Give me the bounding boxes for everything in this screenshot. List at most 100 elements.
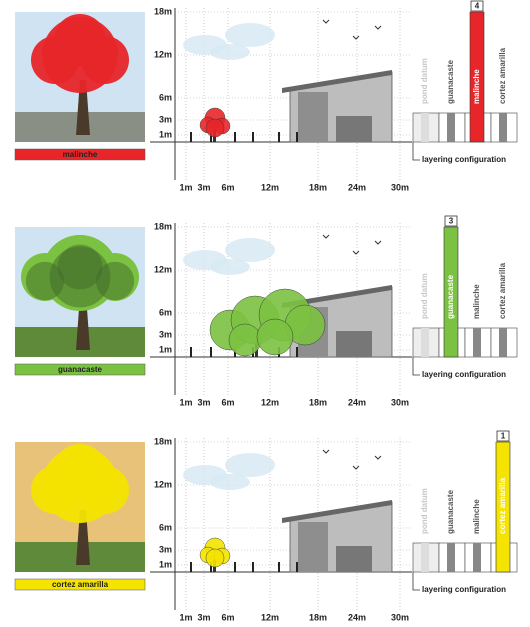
- x-label: 12m: [261, 397, 279, 407]
- layer-name: cortez amarilla: [498, 262, 507, 319]
- y-label: 12m: [154, 264, 172, 274]
- photo: [15, 442, 145, 572]
- diagram-canopy: [257, 319, 293, 355]
- person: [278, 132, 280, 142]
- person: [234, 562, 236, 572]
- layer-name: pond datum: [420, 58, 429, 104]
- building-wall: [298, 522, 328, 572]
- bird: [375, 241, 381, 244]
- y-label: 3m: [159, 544, 172, 554]
- x-label: 18m: [309, 182, 327, 192]
- y-label: 3m: [159, 114, 172, 124]
- layer-stripe: [499, 328, 507, 357]
- layer-stripe: [421, 328, 429, 357]
- y-label: 18m: [154, 6, 172, 16]
- x-label: 1m: [179, 182, 192, 192]
- x-label: 30m: [391, 612, 409, 622]
- x-label: 6m: [221, 182, 234, 192]
- x-label: 12m: [261, 182, 279, 192]
- photo: [15, 12, 145, 142]
- layer-name: pond datum: [420, 488, 429, 534]
- bird: [353, 466, 359, 469]
- layer-stripe: [447, 543, 455, 572]
- layer-stripe: [421, 543, 429, 572]
- y-label: 3m: [159, 329, 172, 339]
- layer-name: cortez amarilla: [498, 47, 507, 104]
- cloud: [225, 453, 275, 477]
- x-label: 30m: [391, 397, 409, 407]
- y-label: 6m: [159, 92, 172, 102]
- layer-badge-label: 3: [449, 217, 454, 226]
- person: [278, 562, 280, 572]
- person: [252, 562, 254, 572]
- diagram-tree: [200, 538, 230, 572]
- photo-canopy: [54, 14, 106, 66]
- layer-stripe: [447, 113, 455, 142]
- cloud: [225, 238, 275, 262]
- cloud: [210, 259, 250, 275]
- x-label: 1m: [179, 612, 192, 622]
- x-label: 18m: [309, 612, 327, 622]
- layer-name: guanacaste: [446, 489, 455, 534]
- person: [234, 132, 236, 142]
- person: [210, 347, 212, 357]
- layer-stripe: [421, 113, 429, 142]
- x-label: 24m: [348, 612, 366, 622]
- x-label: 3m: [197, 612, 210, 622]
- person: [190, 562, 192, 572]
- person: [296, 562, 298, 572]
- y-label: 1m: [159, 129, 172, 139]
- y-label: 1m: [159, 559, 172, 569]
- diagram-canopy: [206, 549, 224, 567]
- x-label: 24m: [348, 397, 366, 407]
- bird: [353, 251, 359, 254]
- bird: [323, 450, 329, 453]
- x-label: 30m: [391, 182, 409, 192]
- bird: [323, 235, 329, 238]
- layer-name: malinche: [472, 284, 481, 319]
- layering-title: layering configuration: [422, 585, 506, 594]
- layer-badge-label: 4: [475, 2, 480, 11]
- layer-name: guanacaste: [446, 59, 455, 104]
- y-label: 1m: [159, 344, 172, 354]
- bird: [375, 456, 381, 459]
- y-label: 12m: [154, 49, 172, 59]
- diagram-canopy: [229, 324, 261, 356]
- y-label: 6m: [159, 307, 172, 317]
- cloud: [210, 474, 250, 490]
- panel: malinche 18m 12m 6m 3m 1m 1m 3m 6m 12m 18m 24m 30m po…: [15, 1, 517, 192]
- layer-stripe: [499, 113, 507, 142]
- diagram-canopy: [206, 119, 224, 137]
- diagram-tree: [200, 108, 230, 142]
- building-door: [336, 331, 372, 357]
- species-label: malinche: [63, 150, 98, 159]
- y-label: 12m: [154, 479, 172, 489]
- page: malinche 18m 12m 6m 3m 1m 1m 3m 6m 12m 18m 24m 30m po…: [0, 0, 530, 627]
- x-label: 3m: [197, 397, 210, 407]
- person: [296, 347, 298, 357]
- cloud: [210, 44, 250, 60]
- x-label: 6m: [221, 612, 234, 622]
- species-label: cortez amarilla: [52, 580, 109, 589]
- layering-bracket: [413, 142, 420, 160]
- bird: [323, 20, 329, 23]
- y-label: 18m: [154, 436, 172, 446]
- building-door: [336, 116, 372, 142]
- layering-title: layering configuration: [422, 370, 506, 379]
- layering-bracket: [413, 572, 420, 590]
- layer-name: cortez amarilla: [498, 477, 507, 534]
- layer-name: malinche: [472, 499, 481, 534]
- layer-name: pond datum: [420, 273, 429, 319]
- building-wall: [298, 92, 328, 142]
- x-label: 18m: [309, 397, 327, 407]
- x-label: 24m: [348, 182, 366, 192]
- x-label: 3m: [197, 182, 210, 192]
- y-label: 6m: [159, 522, 172, 532]
- bird: [353, 36, 359, 39]
- building-door: [336, 546, 372, 572]
- layer-badge-label: 1: [501, 432, 506, 441]
- species-label: guanacaste: [58, 365, 103, 374]
- layering-bracket: [413, 357, 420, 375]
- layer-stripe: [473, 543, 481, 572]
